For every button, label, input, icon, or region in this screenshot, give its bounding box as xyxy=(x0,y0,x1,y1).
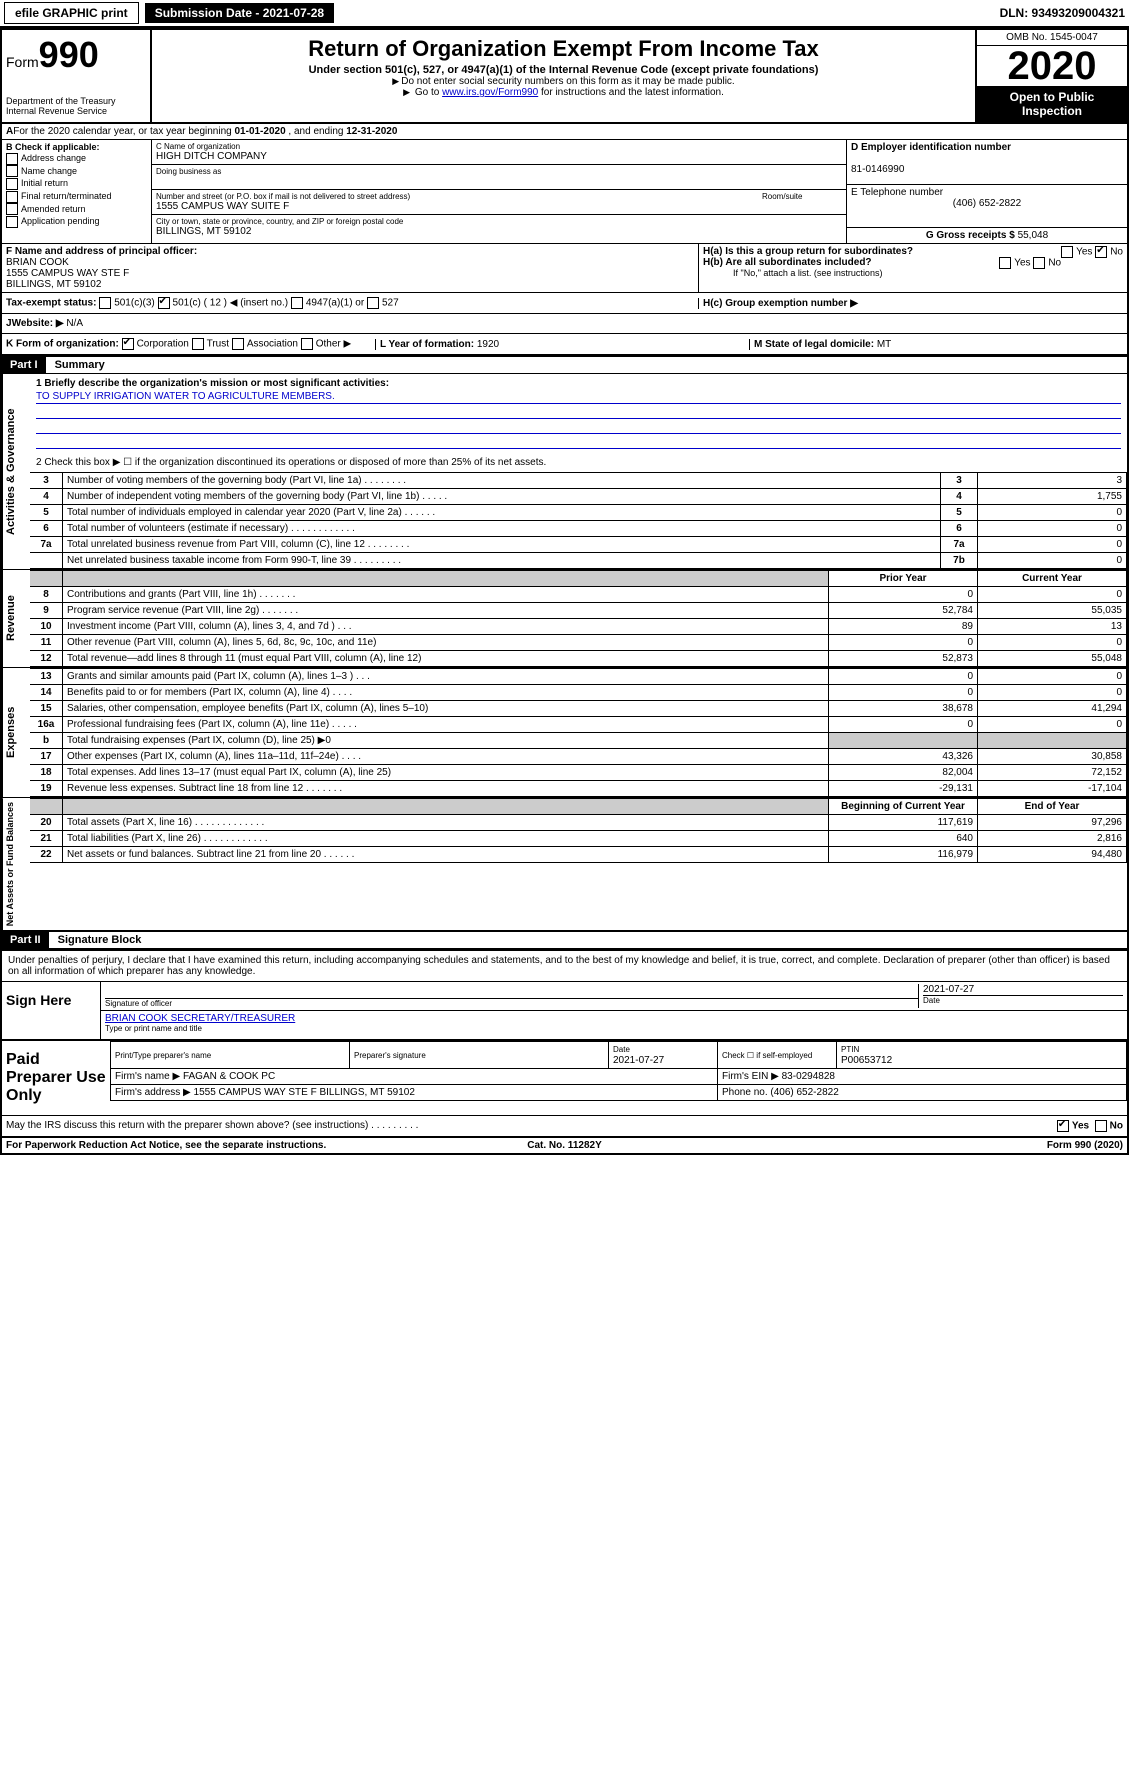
room-label: Room/suite xyxy=(762,192,842,212)
l-label: L Year of formation: xyxy=(380,339,477,350)
firm-addr: 1555 CAMPUS WAY STE F BILLINGS, MT 59102 xyxy=(194,1087,415,1098)
rev-table: Prior YearCurrent Year8Contributions and… xyxy=(30,570,1127,667)
form-title: Return of Organization Exempt From Incom… xyxy=(156,36,971,62)
city-label: City or town, state or province, country… xyxy=(156,217,842,226)
pra: For Paperwork Reduction Act Notice, see … xyxy=(6,1140,378,1151)
part2-header: Part II xyxy=(2,932,49,948)
gov-table: 3Number of voting members of the governi… xyxy=(30,472,1127,569)
cb-name[interactable]: Name change xyxy=(6,165,147,178)
form-990: Form990 Department of the Treasury Inter… xyxy=(0,28,1129,1155)
k-label: K Form of organization: xyxy=(6,339,119,350)
mission: TO SUPPLY IRRIGATION WATER TO AGRICULTUR… xyxy=(36,391,1121,404)
officer-addr2: BILLINGS, MT 59102 xyxy=(6,279,101,290)
tel-label: E Telephone number xyxy=(851,187,943,198)
instr-link[interactable]: www.irs.gov/Form990 xyxy=(442,87,538,98)
sign-here: Sign Here xyxy=(2,982,100,1039)
instr2: Go to www.irs.gov/Form990 for instructio… xyxy=(156,87,971,98)
paid-label: Paid Preparer Use Only xyxy=(2,1041,110,1115)
cb-final[interactable]: Final return/terminated xyxy=(6,190,147,203)
date-label: Date xyxy=(923,995,1123,1005)
part2-title: Signature Block xyxy=(52,932,148,948)
m-label: M State of legal domicile: xyxy=(754,339,877,350)
hb-label: H(b) Are all subordinates included? xyxy=(703,257,872,268)
form-footer: Form 990 (2020) xyxy=(751,1140,1123,1151)
status-label: Tax-exempt status: xyxy=(6,298,96,309)
officer-name: BRIAN COOK xyxy=(6,257,69,268)
exp-table: 13Grants and similar amounts paid (Part … xyxy=(30,668,1127,797)
ein-label: D Employer identification number xyxy=(851,142,1011,153)
vtab-rev: Revenue xyxy=(2,570,30,667)
officer-typed: BRIAN COOK SECRETARY/TREASURER xyxy=(105,1013,1123,1024)
cb-initial[interactable]: Initial return xyxy=(6,177,147,190)
sig-date: 2021-07-27 xyxy=(923,984,1123,995)
subtitle: Under section 501(c), 527, or 4947(a)(1)… xyxy=(156,64,971,76)
firm-name: FAGAN & COOK PC xyxy=(183,1071,275,1082)
ein: 81-0146990 xyxy=(851,164,904,175)
gross-label: G Gross receipts $ xyxy=(926,230,1018,241)
open-public: Open to Public Inspection xyxy=(977,86,1127,122)
addr-label: Number and street (or P.O. box if mail i… xyxy=(156,192,762,201)
website-val: N/A xyxy=(66,318,83,329)
officer-addr1: 1555 CAMPUS WAY STE F xyxy=(6,268,129,279)
line2: 2 Check this box ▶ ☐ if the organization… xyxy=(36,457,1121,468)
vtab-net: Net Assets or Fund Balances xyxy=(2,798,30,930)
penalty-text: Under penalties of perjury, I declare th… xyxy=(2,951,1127,981)
discuss: May the IRS discuss this return with the… xyxy=(6,1120,1057,1132)
ha-ans: No xyxy=(1110,247,1123,258)
hc-label: H(c) Group exemption number ▶ xyxy=(703,298,858,309)
cat: Cat. No. 11282Y xyxy=(378,1140,750,1151)
name-label: C Name of organization xyxy=(156,142,842,151)
addr: 1555 CAMPUS WAY SUITE F xyxy=(156,201,762,212)
line-a: AFor the 2020 calendar year, or tax year… xyxy=(2,124,1127,140)
tax-year: 2020 xyxy=(977,46,1127,86)
vtab-exp: Expenses xyxy=(2,668,30,797)
type-label: Type or print name and title xyxy=(105,1024,1123,1033)
firm-phone: (406) 652-2822 xyxy=(770,1087,838,1098)
officer-label: F Name and address of principal officer: xyxy=(6,246,197,257)
sig-officer-label: Signature of officer xyxy=(105,998,918,1008)
city: BILLINGS, MT 59102 xyxy=(156,226,842,237)
dept: Department of the Treasury Internal Reve… xyxy=(6,96,146,116)
gross: 55,048 xyxy=(1018,230,1049,241)
website-label: Website: ▶ xyxy=(12,318,64,329)
dba-label: Doing business as xyxy=(156,167,842,176)
dln: DLN: 93493209004321 xyxy=(1000,6,1125,20)
ha-label: H(a) Is this a group return for subordin… xyxy=(703,246,913,257)
vtab-gov: Activities & Governance xyxy=(2,374,30,569)
form-number: Form990 xyxy=(6,34,146,76)
part1-header: Part I xyxy=(2,357,46,373)
cb-amended[interactable]: Amended return xyxy=(6,203,147,216)
instr1: Do not enter social security numbers on … xyxy=(156,76,971,87)
org-name: HIGH DITCH COMPANY xyxy=(156,151,842,162)
cb-pending[interactable]: Application pending xyxy=(6,215,147,228)
cb-address[interactable]: Address change xyxy=(6,152,147,165)
firm-ein: 83-0294828 xyxy=(782,1071,835,1082)
top-bar: efile GRAPHIC print Submission Date - 20… xyxy=(0,0,1129,28)
col-b: B Check if applicable: Address change Na… xyxy=(2,140,152,243)
line1-label: 1 Briefly describe the organization's mi… xyxy=(36,378,389,389)
net-table: Beginning of Current YearEnd of Year20To… xyxy=(30,798,1127,863)
efile-btn[interactable]: efile GRAPHIC print xyxy=(4,2,139,24)
tel: (406) 652-2822 xyxy=(851,198,1123,209)
part1-title: Summary xyxy=(49,357,111,373)
hb-note: If "No," attach a list. (see instruction… xyxy=(703,268,1123,278)
ptin: P00653712 xyxy=(841,1055,892,1066)
submission-btn[interactable]: Submission Date - 2021-07-28 xyxy=(145,3,334,23)
